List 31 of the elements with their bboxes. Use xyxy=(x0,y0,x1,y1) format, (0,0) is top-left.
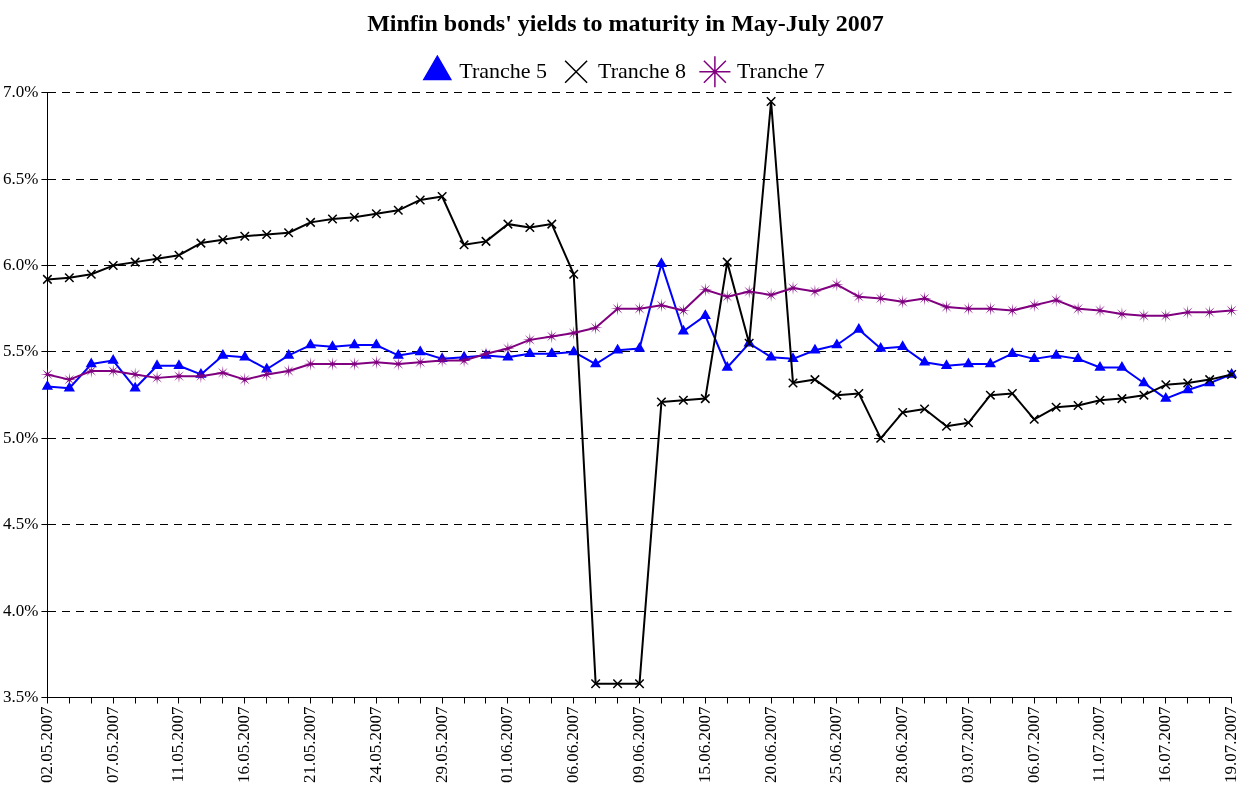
legend-label: Tranche 8 xyxy=(598,57,686,83)
y-tick-label: 5.5% xyxy=(2,341,39,361)
y-tick-label: 7.0% xyxy=(2,82,39,102)
x-tick-label: 20.06.2007 xyxy=(760,706,780,783)
x-tick-label: 28.06.2007 xyxy=(892,706,912,783)
legend-label: Tranche 7 xyxy=(736,57,825,83)
y-tick-label: 4.0% xyxy=(2,600,39,620)
x-tick-label: 16.07.2007 xyxy=(1155,706,1175,783)
x-tick-label: 25.06.2007 xyxy=(826,706,846,783)
x-tick-label: 02.05.2007 xyxy=(36,706,56,783)
x-tick-label: 06.06.2007 xyxy=(563,706,583,783)
x-tick-label: 29.05.2007 xyxy=(431,706,451,783)
x-tick-label: 21.05.2007 xyxy=(300,706,320,783)
chart-title: Minfin bonds' yields to maturity in May-July 2007 xyxy=(367,9,884,36)
x-tick-label: 09.06.2007 xyxy=(628,706,648,783)
x-tick-label: 03.07.2007 xyxy=(957,706,977,783)
y-tick-label: 4.5% xyxy=(2,514,39,534)
y-tick-label: 6.5% xyxy=(2,168,39,188)
x-tick-label: 19.07.2007 xyxy=(1221,706,1241,783)
x-tick-label: 07.05.2007 xyxy=(102,706,122,783)
x-tick-label: 11.05.2007 xyxy=(168,706,188,783)
x-tick-label: 15.06.2007 xyxy=(694,706,714,783)
x-tick-label: 01.06.2007 xyxy=(497,706,517,783)
x-tick-label: 24.05.2007 xyxy=(365,706,385,783)
x-tick-label: 16.05.2007 xyxy=(234,706,254,783)
y-tick-label: 3.5% xyxy=(2,686,39,706)
legend-label: Tranche 5 xyxy=(459,57,548,83)
y-tick-label: 6.0% xyxy=(2,255,39,275)
x-tick-label: 06.07.2007 xyxy=(1023,706,1043,783)
y-tick-label: 5.0% xyxy=(2,427,39,447)
x-tick-label: 11.07.2007 xyxy=(1089,706,1109,783)
